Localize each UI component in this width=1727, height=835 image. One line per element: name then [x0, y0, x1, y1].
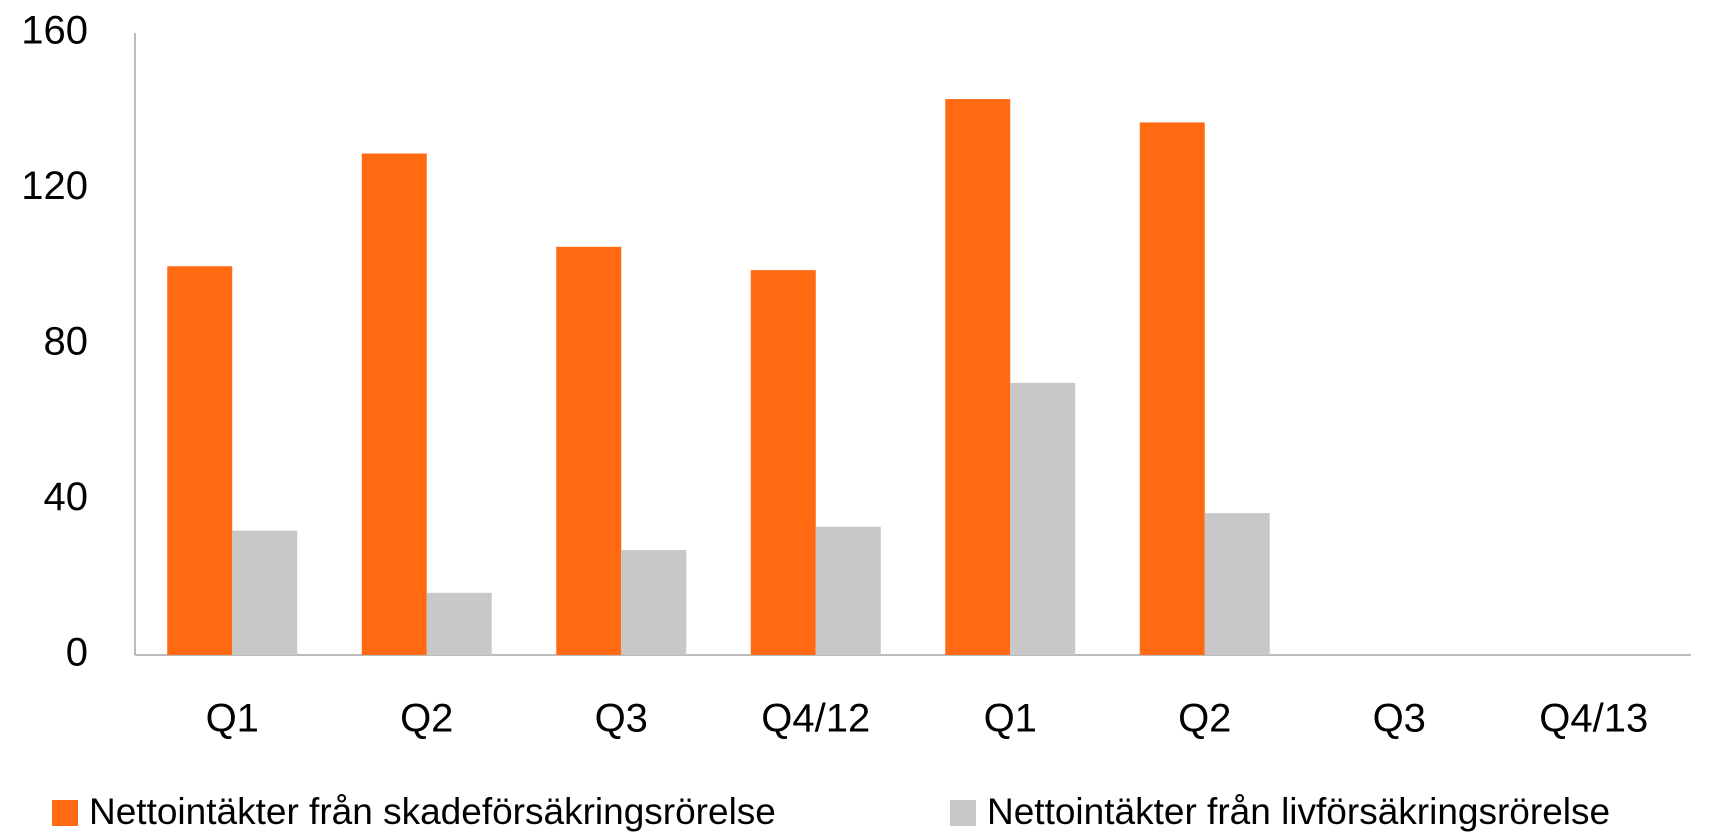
- x-tick-label: Q2: [1178, 697, 1231, 741]
- x-tick-label: Q4/13: [1539, 697, 1648, 741]
- legend-label: Nettointäkter från livförsäkringsrörelse: [987, 791, 1610, 832]
- x-tick-label: Q2: [400, 697, 453, 741]
- legend-swatch: [950, 800, 976, 826]
- bar: [1139, 122, 1205, 656]
- legend-swatch: [52, 800, 78, 826]
- bar: [232, 530, 298, 655]
- y-tick-label: 120: [21, 164, 88, 208]
- bar: [750, 270, 816, 655]
- bar: [426, 592, 492, 655]
- y-tick-label: 0: [66, 631, 88, 675]
- x-tick-label: Q4/12: [761, 697, 870, 741]
- bar: [815, 526, 881, 655]
- y-tick-label: 80: [44, 320, 89, 364]
- x-tick-label: Q1: [984, 697, 1037, 741]
- x-tick-label: Q3: [595, 697, 648, 741]
- y-tick-label: 40: [44, 475, 89, 519]
- legend-label: Nettointäkter från skadeförsäkringsrörel…: [89, 791, 776, 832]
- bar: [361, 153, 427, 655]
- bar: [167, 266, 233, 655]
- bar: [621, 550, 687, 655]
- x-tick-label: Q3: [1373, 697, 1426, 741]
- bar: [1204, 513, 1270, 655]
- y-tick-label: 160: [21, 9, 88, 53]
- x-tick-label: Q1: [206, 697, 259, 741]
- bar: [556, 246, 622, 655]
- bar: [945, 99, 1011, 655]
- bar: [1010, 382, 1076, 655]
